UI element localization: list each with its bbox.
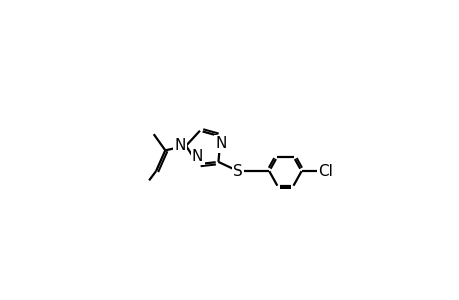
Text: N: N	[214, 136, 226, 152]
Text: N: N	[191, 149, 203, 164]
Text: N: N	[174, 138, 186, 153]
Text: S: S	[233, 164, 242, 178]
Text: Cl: Cl	[317, 164, 332, 178]
